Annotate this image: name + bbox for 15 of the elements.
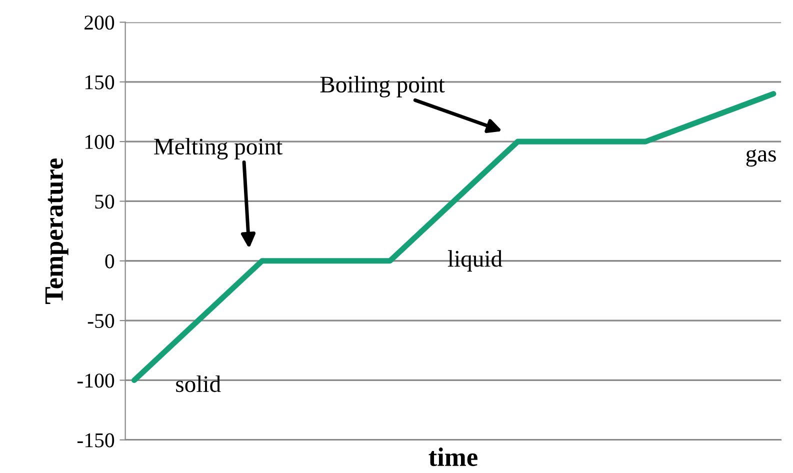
y-tick-label: -50: [88, 314, 114, 328]
annotation: solid: [176, 375, 221, 392]
y-tick-label: -100: [77, 374, 114, 388]
annotation: Melting point: [154, 138, 282, 160]
y-tick-label: 50: [95, 194, 114, 209]
y-tick-label: 150: [85, 75, 114, 90]
y-tick-label: 200: [84, 16, 114, 30]
annotation: gas: [746, 149, 776, 167]
x-axis-title: time: [428, 448, 478, 466]
y-axis-title: Temperature: [45, 158, 68, 304]
y-tick-label: 0: [105, 254, 114, 268]
y-tick-label: 100: [85, 134, 114, 149]
annotation: liquid: [448, 250, 502, 272]
y-tick-label: -150: [77, 433, 114, 448]
annotation: Boiling point: [320, 76, 445, 98]
